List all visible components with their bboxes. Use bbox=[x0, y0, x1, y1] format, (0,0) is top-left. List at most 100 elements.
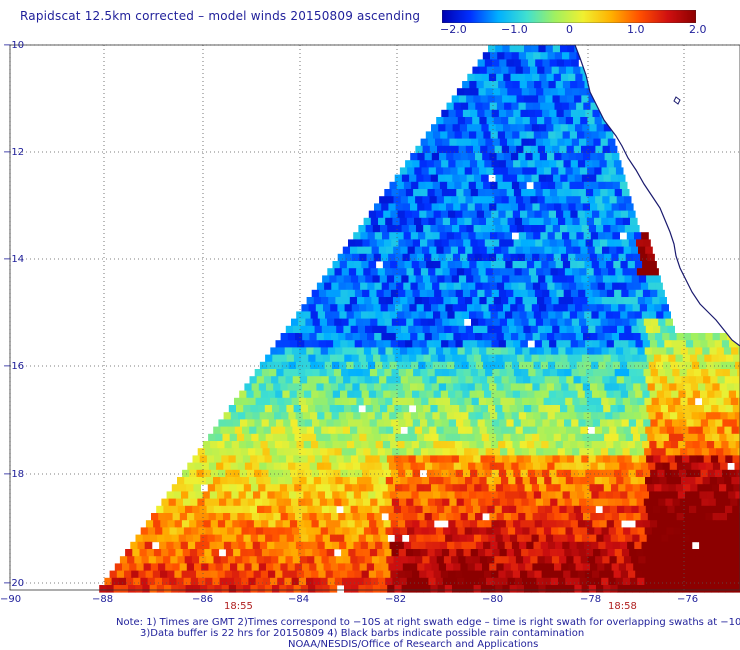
wind-cell bbox=[643, 239, 651, 247]
wind-cell bbox=[621, 419, 630, 427]
wind-cell bbox=[222, 433, 231, 442]
wind-cell bbox=[674, 426, 682, 435]
wind-cell bbox=[702, 426, 711, 435]
wind-cell bbox=[389, 412, 397, 420]
wind-cell bbox=[625, 433, 634, 442]
wind-cell bbox=[593, 498, 601, 507]
wind-cell bbox=[633, 333, 641, 341]
wind-cell bbox=[560, 73, 569, 82]
wind-cell bbox=[537, 246, 545, 255]
wind-cell bbox=[655, 282, 663, 291]
wind-cell bbox=[287, 333, 296, 341]
wind-cell bbox=[448, 570, 456, 579]
wind-cell bbox=[618, 203, 627, 211]
wind-cell bbox=[485, 498, 493, 507]
wind-cell bbox=[513, 469, 521, 478]
wind-cell bbox=[581, 275, 589, 283]
wind-cell bbox=[529, 217, 537, 226]
wind-cell bbox=[502, 585, 510, 593]
wind-cell bbox=[422, 275, 431, 283]
wind-cell bbox=[685, 491, 693, 499]
wind-cell bbox=[618, 253, 627, 262]
wind-cell bbox=[527, 109, 536, 118]
wind-cell bbox=[673, 347, 682, 355]
wind-cell bbox=[245, 412, 253, 420]
wind-cell bbox=[359, 253, 367, 262]
wind-cell bbox=[640, 282, 649, 291]
wind-cell bbox=[672, 549, 680, 557]
wind-cell bbox=[442, 397, 451, 406]
wind-cell bbox=[585, 289, 593, 298]
wind-cell bbox=[616, 556, 625, 564]
wind-cell bbox=[449, 268, 458, 276]
wind-cell bbox=[389, 181, 398, 190]
wind-cell bbox=[390, 390, 398, 399]
wind-cell bbox=[562, 541, 570, 550]
wind-cell bbox=[472, 556, 481, 564]
wind-cell bbox=[462, 520, 471, 528]
wind-cell bbox=[352, 513, 361, 521]
wind-cell bbox=[341, 268, 350, 276]
wind-cell bbox=[514, 217, 523, 226]
wind-cell bbox=[543, 347, 552, 355]
wind-cell bbox=[527, 520, 536, 528]
wind-cell bbox=[542, 109, 550, 118]
wind-cell bbox=[522, 426, 531, 435]
wind-cell bbox=[550, 448, 559, 456]
wind-cell bbox=[528, 88, 537, 96]
wind-cell bbox=[482, 232, 491, 240]
wind-cell bbox=[358, 225, 366, 233]
wind-cell bbox=[378, 477, 387, 485]
wind-cell bbox=[614, 189, 623, 197]
wind-cell bbox=[347, 520, 356, 528]
wind-cell bbox=[135, 585, 143, 593]
wind-cell bbox=[685, 520, 694, 528]
wind-cell bbox=[526, 261, 535, 269]
wind-cell bbox=[537, 376, 546, 384]
wind-cell bbox=[322, 354, 331, 363]
wind-cell bbox=[189, 469, 197, 478]
wind-cell bbox=[712, 433, 720, 442]
wind-cell bbox=[615, 347, 624, 355]
wind-cell bbox=[403, 541, 412, 550]
wind-cell bbox=[178, 534, 187, 543]
wind-cell bbox=[697, 534, 705, 543]
wind-cell bbox=[298, 498, 306, 507]
wind-cell bbox=[503, 203, 512, 211]
wind-cell bbox=[466, 95, 474, 103]
wind-cell bbox=[498, 570, 506, 579]
wind-cell bbox=[594, 246, 603, 255]
wind-cell bbox=[708, 448, 717, 456]
wind-cell bbox=[341, 448, 350, 456]
wind-cell bbox=[458, 455, 467, 463]
wind-cell bbox=[433, 210, 442, 219]
wind-cell bbox=[454, 181, 462, 190]
wind-cell bbox=[299, 477, 307, 485]
wind-cell bbox=[475, 462, 483, 471]
wind-cell bbox=[503, 383, 512, 391]
wind-cell bbox=[271, 505, 279, 514]
wind-cell bbox=[603, 585, 611, 593]
wind-cell bbox=[209, 491, 218, 499]
wind-cell bbox=[583, 232, 592, 240]
wind-cell bbox=[583, 102, 591, 111]
wind-cell bbox=[346, 541, 354, 550]
wind-cell bbox=[440, 261, 449, 269]
wind-cell bbox=[332, 491, 340, 499]
wind-cell bbox=[543, 88, 551, 96]
wind-cell bbox=[630, 577, 638, 586]
wind-cell bbox=[667, 455, 676, 463]
wind-cell bbox=[456, 498, 465, 507]
wind-cell bbox=[248, 577, 256, 586]
wind-cell bbox=[542, 419, 550, 427]
wind-cell bbox=[406, 318, 414, 327]
wind-cell bbox=[706, 412, 714, 420]
wind-cell bbox=[366, 383, 375, 391]
wind-cell bbox=[504, 181, 513, 190]
wind-cell bbox=[492, 239, 500, 247]
wind-cell bbox=[400, 477, 408, 485]
wind-cell bbox=[701, 448, 710, 456]
wind-cell bbox=[328, 426, 336, 435]
wind-cell bbox=[517, 354, 525, 363]
wind-cell bbox=[439, 153, 447, 161]
